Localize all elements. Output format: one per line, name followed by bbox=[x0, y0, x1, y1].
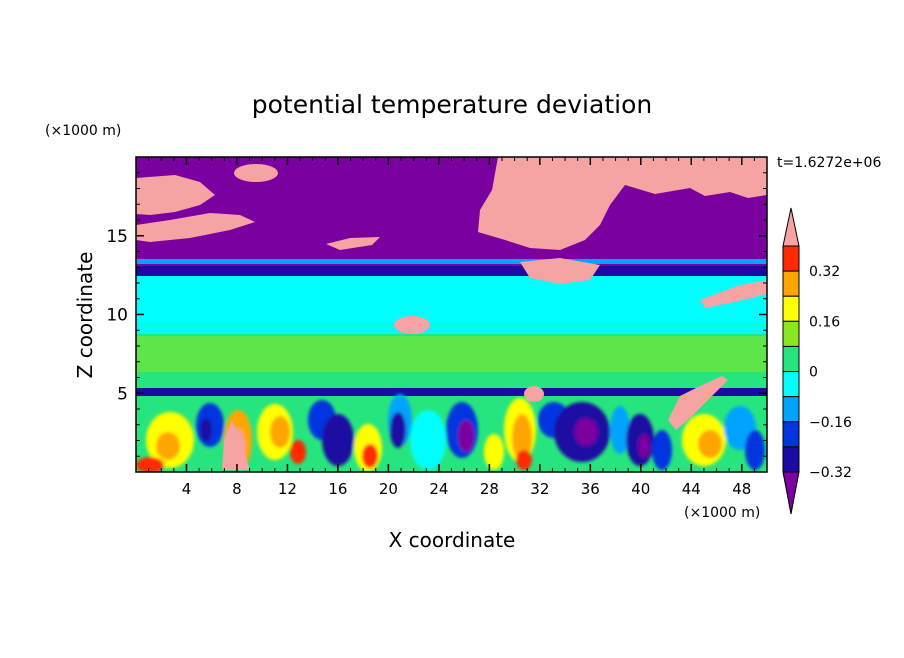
pink-region-right-below bbox=[520, 258, 600, 284]
colorbar-box bbox=[782, 446, 800, 473]
x-tick-label: 24 bbox=[429, 480, 448, 498]
colorbar-box bbox=[782, 345, 800, 373]
x-tick-label: 20 bbox=[379, 480, 398, 498]
colorbar-tick-label: 0.32 bbox=[809, 264, 840, 280]
colorbar-extend-top bbox=[782, 207, 800, 247]
pink-blob-top bbox=[234, 164, 278, 182]
y-tick-label: 10 bbox=[106, 306, 128, 326]
x-tick-label: 28 bbox=[480, 480, 499, 498]
x-tick-label: 32 bbox=[530, 480, 549, 498]
pink-region-right bbox=[478, 157, 767, 250]
pink-plume-right bbox=[668, 376, 728, 430]
colorbar-box bbox=[782, 320, 800, 347]
colorbar-tick-label: 0.16 bbox=[809, 314, 840, 330]
x-axis-ticks: 4 8 12 16 20 24 28 32 36 40 44 48 bbox=[148, 157, 755, 498]
band-lower-boundary bbox=[136, 388, 767, 396]
band-inversion-dark bbox=[136, 266, 767, 276]
y-tick-label: 5 bbox=[117, 384, 128, 404]
x-tick-label: 12 bbox=[278, 480, 297, 498]
x-unit-label: (×1000 m) bbox=[684, 505, 760, 521]
band-inversion-blue bbox=[136, 259, 767, 264]
band-mid-lime bbox=[136, 336, 767, 372]
pink-plume-left bbox=[222, 420, 250, 470]
band-mid-cyan-top bbox=[136, 276, 767, 322]
x-axis-label: X coordinate bbox=[389, 528, 516, 552]
colorbar-tick-label: 0 bbox=[809, 365, 818, 381]
colorbar-box bbox=[782, 245, 800, 272]
colorbar-box bbox=[782, 295, 800, 322]
time-label: t=1.6272e+06 bbox=[777, 155, 881, 171]
chart-title: potential temperature deviation bbox=[252, 90, 652, 119]
pink-region-left-lower bbox=[136, 213, 255, 242]
pink-plume-center bbox=[524, 386, 544, 402]
colorbar: 0.32 0.16 0 −0.16 −0.32 bbox=[782, 207, 852, 515]
x-tick-label: 48 bbox=[732, 480, 751, 498]
contour-field bbox=[136, 157, 767, 472]
colorbar-box bbox=[782, 421, 800, 448]
y-unit-label: (×1000 m) bbox=[45, 123, 121, 139]
colorbar-tick-label: −0.32 bbox=[809, 465, 852, 481]
y-tick-label: 15 bbox=[106, 227, 128, 247]
x-tick-label: 40 bbox=[631, 480, 650, 498]
colorbar-tick-label: −0.16 bbox=[809, 415, 852, 431]
pink-streak-mid bbox=[326, 237, 380, 250]
x-tick-label: 44 bbox=[682, 480, 701, 498]
band-mid-cyan-lower bbox=[136, 320, 767, 334]
colorbar-box bbox=[782, 371, 800, 398]
x-tick-label: 4 bbox=[182, 480, 192, 498]
y-axis-label: Z coordinate bbox=[73, 252, 97, 379]
pink-blob-mid bbox=[394, 316, 430, 334]
x-tick-label: 36 bbox=[581, 480, 600, 498]
x-tick-label: 16 bbox=[328, 480, 347, 498]
y-axis-ticks: 5 10 15 bbox=[106, 172, 767, 457]
colorbar-extend-bottom bbox=[782, 471, 800, 515]
x-tick-label: 8 bbox=[232, 480, 242, 498]
pink-region-left bbox=[136, 175, 215, 215]
colorbar-box bbox=[782, 396, 800, 423]
colorbar-box bbox=[782, 270, 800, 297]
pink-streak-right bbox=[700, 280, 767, 308]
mixed-layer-eddies bbox=[136, 394, 765, 472]
